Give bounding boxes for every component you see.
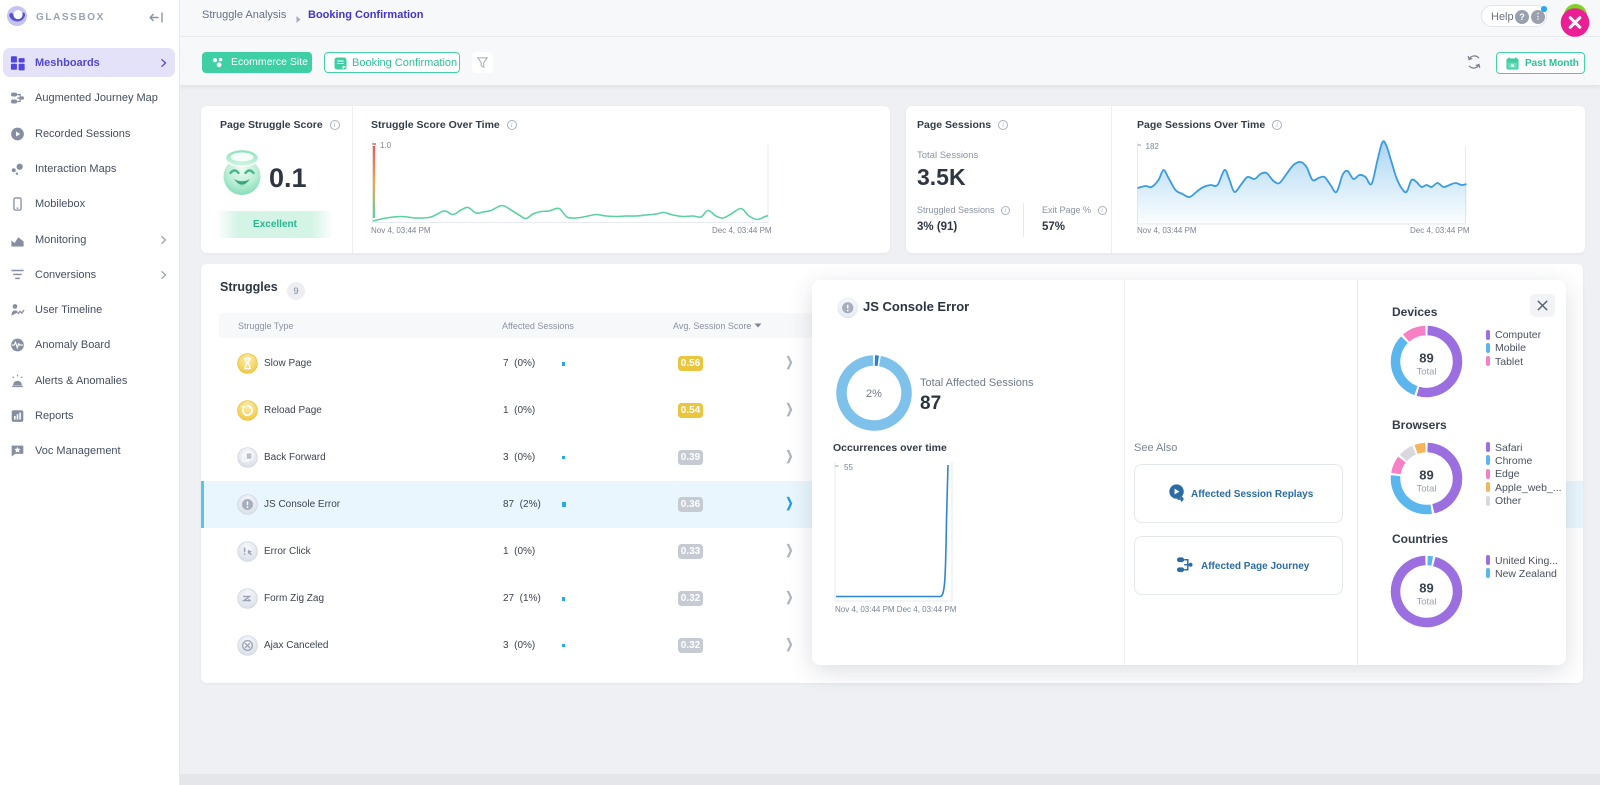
svg-text:182: 182 [1146, 142, 1160, 151]
svg-text:Total: Total [1416, 484, 1436, 495]
svg-text:89: 89 [1419, 580, 1433, 595]
svg-text:55: 55 [844, 463, 853, 472]
svg-text:Total: Total [1416, 596, 1436, 607]
svg-text:89: 89 [1419, 468, 1433, 483]
svg-text:2%: 2% [866, 388, 882, 400]
svg-text:1.0: 1.0 [380, 141, 392, 150]
svg-text:Total: Total [1416, 367, 1436, 378]
svg-text:89: 89 [1419, 351, 1433, 366]
